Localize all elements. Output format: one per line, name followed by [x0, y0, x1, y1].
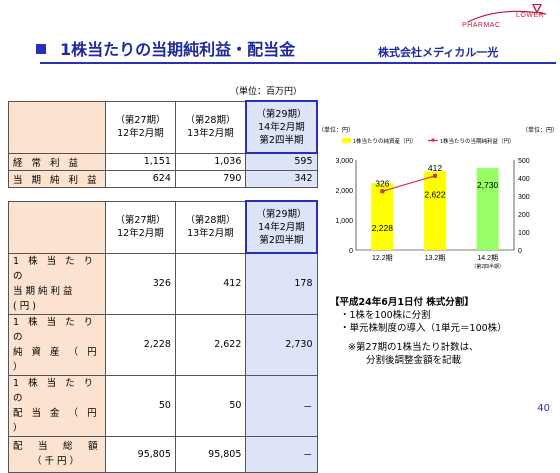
table-cell: 595: [245, 152, 318, 171]
note-heading: 【平成24年6月1日付 株式分割】: [330, 297, 474, 308]
header-cell-current: （第29期） 14年2月期 第2四半期: [244, 200, 319, 254]
note-line: ・単元株制度の導入（1単元＝100株）: [340, 323, 507, 334]
table-cell: 95,805: [174, 435, 247, 473]
header-cell: （第27期） 12年2月期: [105, 100, 176, 154]
title-underline: [40, 62, 556, 64]
stock-split-note: 【平成24年6月1日付 株式分割】 ・1株を100株に分割 ・単元株制度の導入（…: [330, 296, 507, 367]
table-cell: 342: [245, 169, 318, 188]
table-row: 1 株 当 た り の配 当 金 （ 円 ） 50 50 －: [8, 374, 318, 437]
table-cell: 624: [105, 169, 176, 188]
table-row: 配 当 総 額（千円） 95,805 95,805 －: [8, 435, 318, 473]
table-row: 1 株 当 た り の当期純利益(円) 326 412 178: [8, 252, 318, 315]
header-cell-current: （第29期） 14年2月期 第2四半期: [244, 100, 319, 154]
table-cell: －: [245, 374, 318, 437]
table-cell: 50: [174, 374, 247, 437]
table-row: 経 常 利 益 1,151 1,036 595: [8, 152, 318, 171]
table-cell: －: [245, 435, 318, 473]
legend-entry: 1株当たりの当期純利益（円）: [440, 137, 515, 145]
company-logo: PHARMAC LOWER: [460, 4, 556, 34]
table-cell: 2,228: [105, 313, 176, 376]
page-number: 40: [537, 403, 550, 414]
bar: [423, 171, 447, 250]
table-cell: 326: [105, 252, 176, 315]
legend-marker: [431, 138, 435, 142]
bar: [371, 183, 394, 250]
x-tick-label: 12.2期: [372, 254, 393, 262]
company-name: 株式会社メディカル一光: [378, 46, 499, 59]
corner-cell: [8, 100, 106, 154]
flower-logo-icon: [467, 4, 547, 23]
bar-data-label: 2,622: [424, 189, 446, 199]
table-cell: 2,730: [245, 313, 318, 376]
table-row: 1 株 当 た り の純 資 産 （ 円 ） 2,228 2,622 2,730: [8, 313, 318, 376]
legend-entry: 1株当たりの純資産（円）: [353, 137, 417, 145]
table-cell: 1,151: [105, 152, 176, 171]
left-tick-label: 1,000: [335, 218, 353, 225]
unit-label: （単位：百万円）: [230, 87, 303, 97]
title-bullet: [36, 44, 46, 54]
bar-data-label: 2,228: [372, 223, 394, 233]
table-cell: 790: [174, 169, 247, 188]
chart-area: （単位：円） （単位：円） 1株当たりの純資産（円） 1株当たりの当期純利益（円） 0 1…: [318, 124, 558, 274]
x-sub-label: （第2四半期）: [471, 263, 504, 270]
row-label: 経 常 利 益: [8, 152, 106, 171]
profit-table: （第27期） 12年2月期 （第28期） 13年2月期 （第29期） 14年2月期 第2…: [8, 100, 319, 188]
right-tick-label: 0: [518, 248, 522, 255]
table-cell: 50: [105, 374, 176, 437]
right-axis-unit: （単位：円）: [522, 126, 556, 134]
table-cell: 1,036: [174, 152, 247, 171]
row-label: 配 当 総 額（千円）: [8, 435, 106, 473]
table-cell: 2,622: [174, 313, 247, 376]
note-line: ※第27期の1株当たり計数は、: [348, 342, 479, 353]
bar: [476, 168, 499, 250]
line-point: [433, 173, 437, 178]
line-data-label: 326: [375, 178, 389, 188]
note-line: ・1株を100株に分割: [340, 310, 431, 321]
bar-data-label: 2,730: [477, 180, 499, 190]
page-title: 1株当たりの当期純利益・配当金: [60, 40, 296, 59]
per-share-chart: （単位：円） （単位：円） 1株当たりの純資産（円） 1株当たりの当期純利益（円） 0 1…: [318, 126, 558, 270]
x-tick-label: 14.2期: [477, 254, 498, 262]
right-tick-label: 300: [518, 194, 530, 201]
table-cell: 95,805: [105, 435, 176, 473]
right-tick-label: 500: [518, 158, 530, 165]
x-tick-label: 13.2期: [425, 254, 446, 262]
header-cell: （第28期） 13年2月期: [174, 100, 247, 154]
left-tick-label: 3,000: [335, 158, 353, 165]
corner-cell: [8, 200, 106, 254]
table-row: 当 期 純 利 益 624 790 342: [8, 169, 318, 188]
header-cell: （第27期） 12年2月期: [105, 200, 176, 254]
right-tick-label: 100: [518, 230, 530, 237]
note-line: 分割後調整金額を記載: [366, 355, 462, 366]
per-share-table: （第27期） 12年2月期 （第28期） 13年2月期 （第29期） 14年2月期 第2…: [8, 200, 319, 473]
row-label: 当 期 純 利 益: [8, 169, 106, 188]
header-cell: （第28期） 13年2月期: [174, 200, 247, 254]
left-tick-label: 2,000: [335, 188, 353, 195]
logo-word-2: LOWER: [516, 12, 545, 19]
right-tick-label: 200: [518, 212, 530, 219]
right-tick-label: 400: [518, 176, 530, 183]
row-label: 1 株 当 た り の当期純利益(円): [8, 252, 106, 315]
table-cell: 412: [174, 252, 247, 315]
left-axis-unit: （単位：円）: [318, 126, 354, 134]
legend-swatch-bar: [342, 138, 351, 143]
line-series: [382, 175, 436, 192]
row-label: 1 株 当 た り の純 資 産 （ 円 ）: [8, 313, 106, 376]
left-tick-label: 0: [349, 248, 353, 255]
line-data-label: 412: [428, 163, 442, 173]
line-point: [380, 189, 385, 194]
logo-word-1: PHARMAC: [462, 22, 501, 29]
table-cell: 178: [245, 252, 318, 315]
row-label: 1 株 当 た り の配 当 金 （ 円 ）: [8, 374, 106, 437]
